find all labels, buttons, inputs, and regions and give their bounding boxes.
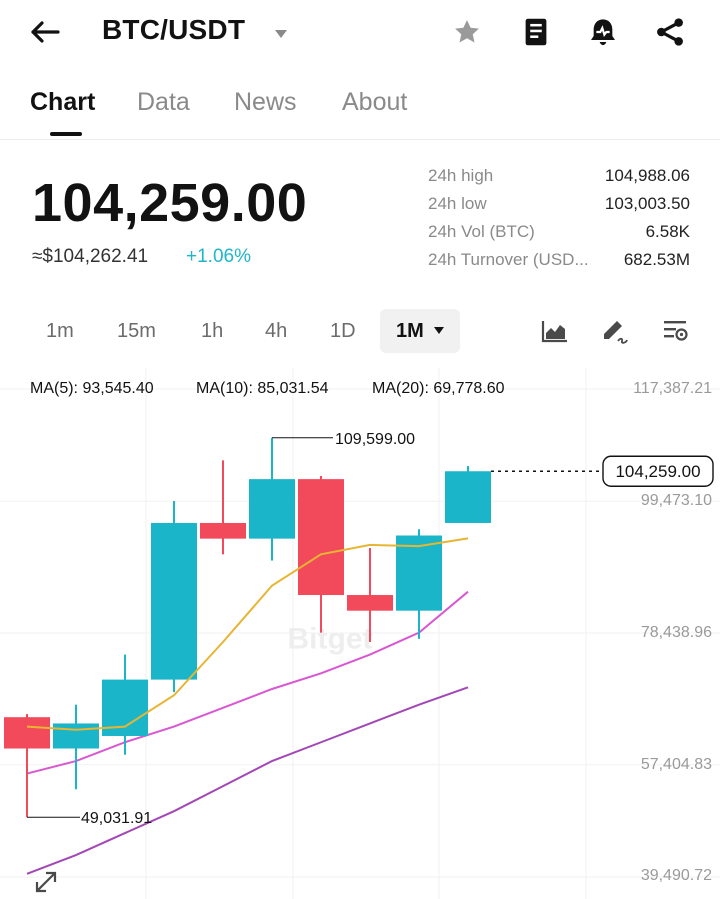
candle-body [53, 723, 99, 749]
y-axis-label: 78,438.96 [640, 624, 712, 641]
usd-price: ≈$104,262.41 [32, 246, 149, 267]
book-icon[interactable] [518, 14, 554, 50]
candle-body [396, 535, 442, 611]
ma20-line [26, 686, 469, 875]
stat-label-low: 24h low [428, 194, 487, 213]
indicator-settings-icon[interactable] [661, 316, 691, 346]
stat-value-vol: 6.58K [645, 222, 690, 241]
star-icon[interactable] [449, 14, 485, 50]
ma5-line [26, 537, 469, 731]
timeframe-1d[interactable]: 1D [330, 320, 356, 342]
candle-body [249, 479, 295, 539]
caret-down-icon[interactable] [274, 26, 288, 44]
timeframe-1m[interactable]: 1m [46, 320, 74, 342]
price-change: +1.06% [186, 246, 251, 267]
timeframe-1M-label[interactable]: 1M [396, 320, 424, 342]
stat-label-high: 24h high [428, 166, 494, 185]
candle-body [200, 522, 246, 539]
top-bar: BTC/USDT [0, 0, 720, 64]
stat-label-vol: 24h Vol (BTC) [428, 222, 535, 241]
tab-chart[interactable]: Chart [30, 88, 96, 116]
candle-body [4, 717, 50, 749]
candle-body [151, 522, 197, 680]
tab-bar: Chart Data News About [0, 76, 720, 140]
low-marker-label: 49,031.91 [81, 810, 152, 827]
active-tab-indicator [50, 132, 82, 136]
tab-about[interactable]: About [342, 88, 408, 116]
candle-body [347, 595, 393, 611]
pair-title[interactable]: BTC/USDT [102, 14, 246, 45]
ma10-line [26, 590, 469, 775]
draw-icon[interactable] [600, 316, 630, 346]
watermark: Bitget [288, 622, 373, 655]
tab-news[interactable]: News [234, 88, 297, 116]
alert-icon[interactable] [585, 14, 621, 50]
candlestick-chart[interactable]: Bitget 109,599.00 49,031.91 104,259.00 [0, 368, 720, 899]
ma10-label: MA(10): 85,031.54 [196, 380, 329, 397]
tab-data[interactable]: Data [137, 88, 190, 116]
area-chart-icon[interactable] [540, 316, 570, 346]
y-axis-label: 39,490.72 [640, 867, 712, 884]
candle-body [445, 471, 491, 523]
timeframe-1M-button[interactable] [380, 309, 460, 353]
ma5-label: MA(5): 93,545.40 [30, 380, 154, 397]
stat-value-low: 103,003.50 [604, 194, 690, 213]
share-icon[interactable] [652, 14, 688, 50]
back-arrow-icon[interactable] [30, 14, 70, 50]
timeframe-1h[interactable]: 1h [201, 320, 224, 342]
timeframe-caret-icon[interactable] [434, 327, 444, 335]
last-price-tag-label: 104,259.00 [615, 462, 700, 481]
expand-icon[interactable] [32, 868, 60, 896]
y-axis-label: 57,404.83 [640, 756, 712, 773]
last-price: 104,259.00 [32, 173, 308, 233]
high-marker-label: 109,599.00 [335, 431, 415, 448]
stat-value-high: 104,988.06 [604, 166, 690, 185]
stat-label-turnover: 24h Turnover (USD... [428, 250, 589, 269]
candle-body [298, 479, 344, 596]
y-axis-label: 99,473.10 [640, 492, 712, 509]
timeframe-15m[interactable]: 15m [117, 320, 156, 342]
timeframe-4h[interactable]: 4h [265, 320, 288, 342]
last-price-tag [602, 455, 714, 487]
y-axis-label: 117,387.21 [633, 380, 712, 397]
ma20-label: MA(20): 69,778.60 [372, 380, 505, 397]
stat-value-turnover: 682.53M [623, 250, 690, 269]
